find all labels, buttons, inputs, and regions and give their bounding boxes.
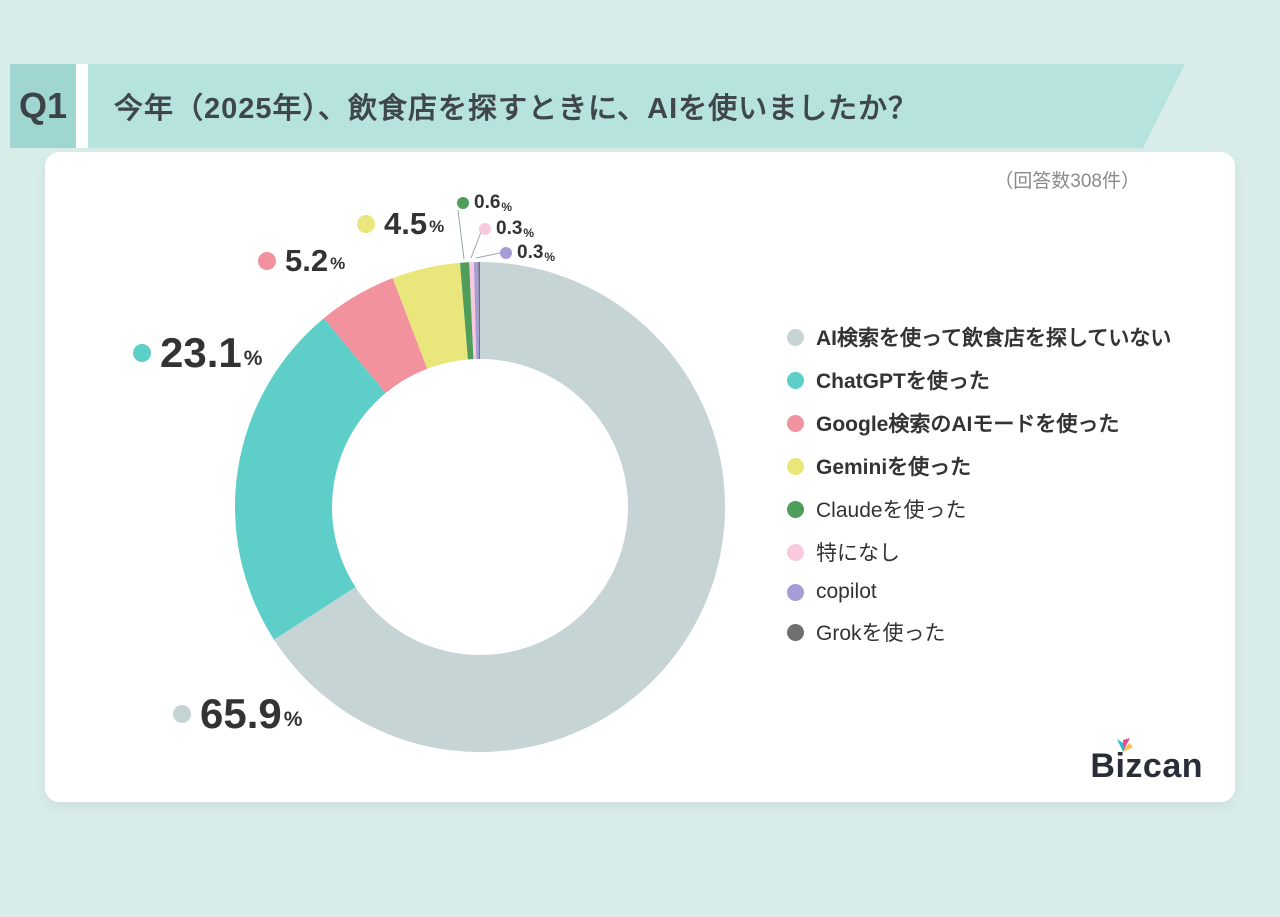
legend-label: AI検索を使って飲食店を探していない — [816, 327, 1172, 350]
legend-label: Claudeを使った — [816, 499, 967, 522]
question-title-bar: 今年（2025年）、飲食店を探すときに、AIを使いましたか？ — [88, 64, 1185, 148]
percent-label-none: 0.3% — [479, 218, 534, 241]
question-header: Q1 今年（2025年）、飲食店を探すときに、AIを使いましたか？ — [10, 64, 1185, 148]
legend-dot-teal — [787, 371, 804, 389]
series-dot-teal — [133, 344, 151, 362]
brand-logo-mark — [1117, 738, 1134, 752]
percent-label-chatgpt: 23.1% — [133, 332, 262, 374]
percent-value: 0.6 — [474, 192, 501, 213]
percent-value: 23.1 — [160, 329, 242, 376]
page: Q1 今年（2025年）、飲食店を探すときに、AIを使いましたか？ （回答数30… — [0, 64, 1280, 917]
response-count: （回答数308件） — [994, 171, 1140, 192]
percent-value: 0.3 — [517, 242, 544, 263]
chart-card: （回答数308件） 65.9% 23.1% 5.2% 4.5% 0.6% 0.3… — [45, 152, 1235, 802]
leader-line-1 — [470, 231, 482, 259]
series-dot-green — [457, 197, 469, 210]
legend-dot-darkgray — [787, 623, 804, 641]
percent-sign: % — [243, 347, 263, 370]
brand-logo-text: Bizcan — [1090, 747, 1203, 785]
percent-label-claude: 0.6% — [457, 192, 512, 215]
percent-sign: % — [330, 254, 346, 273]
legend-dot-purple — [787, 583, 804, 601]
donut-slice-1 — [235, 318, 386, 640]
percent-sign: % — [429, 217, 445, 236]
donut-slice-5 — [469, 262, 477, 360]
legend-item-chatgpt: ChatGPTを使った — [787, 365, 1171, 395]
legend-item-gemini: Geminiを使った — [787, 451, 1171, 481]
leader-line-2 — [475, 252, 501, 259]
legend-item-claude: Claudeを使った — [787, 494, 1171, 524]
series-dot-pink — [258, 251, 276, 270]
question-number-badge: Q1 — [10, 64, 76, 148]
donut-slice-4 — [460, 262, 474, 360]
percent-label-no-ai: 65.9% — [173, 693, 302, 735]
percent-value: 4.5 — [384, 206, 428, 241]
percent-value: 65.9 — [200, 690, 282, 737]
donut-chart — [235, 209, 726, 752]
leader-line-0 — [457, 209, 465, 260]
legend-label: copilot — [816, 580, 877, 603]
legend-label: ChatGPTを使った — [816, 370, 990, 393]
percent-value: 0.3 — [496, 218, 523, 239]
legend-dot-yellow — [787, 457, 804, 475]
legend-item-no-ai: AI検索を使って飲食店を探していない — [787, 322, 1171, 352]
percent-label-copilot: 0.3% — [500, 242, 555, 265]
brand-logo: Bizcan — [1090, 738, 1203, 786]
legend-label: Grokを使った — [816, 622, 946, 645]
question-number: Q1 — [18, 85, 68, 126]
percent-label-gemini: 4.5% — [357, 208, 444, 239]
series-dot-gray — [173, 705, 191, 723]
donut-slice-2 — [323, 278, 428, 393]
percent-sign: % — [501, 199, 513, 214]
legend-dot-green — [787, 500, 804, 518]
legend-label: Google検索のAIモードを使った — [816, 413, 1120, 436]
legend-item-grok: Grokを使った — [787, 617, 1171, 647]
legend-dot-lightpink — [787, 543, 804, 561]
legend-label: Geminiを使った — [816, 456, 972, 479]
question-title: 今年（2025年）、飲食店を探すときに、AIを使いましたか？ — [114, 93, 919, 125]
donut-slice-6 — [473, 262, 480, 360]
series-dot-purple — [500, 247, 512, 260]
percent-sign: % — [283, 708, 303, 731]
header-gap — [76, 64, 88, 148]
percent-label-google-ai: 5.2% — [258, 245, 345, 276]
legend-dot-pink — [787, 414, 804, 432]
donut-slice-0 — [273, 262, 726, 752]
donut-slice-7 — [478, 261, 480, 359]
legend-item-google-ai: Google検索のAIモードを使った — [787, 408, 1171, 438]
series-dot-lightpink — [479, 223, 491, 236]
legend-label: 特になし — [816, 542, 900, 565]
legend-dot-gray — [787, 328, 804, 346]
percent-sign: % — [544, 249, 556, 264]
percent-sign: % — [523, 225, 535, 240]
legend-item-none: 特になし — [787, 537, 1171, 567]
chart-legend: AI検索を使って飲食店を探していない ChatGPTを使った Google検索の… — [787, 322, 1171, 660]
percent-value: 5.2 — [285, 243, 329, 278]
series-dot-yellow — [357, 214, 375, 233]
legend-item-copilot: copilot — [787, 580, 1171, 604]
donut-slice-3 — [392, 262, 468, 369]
